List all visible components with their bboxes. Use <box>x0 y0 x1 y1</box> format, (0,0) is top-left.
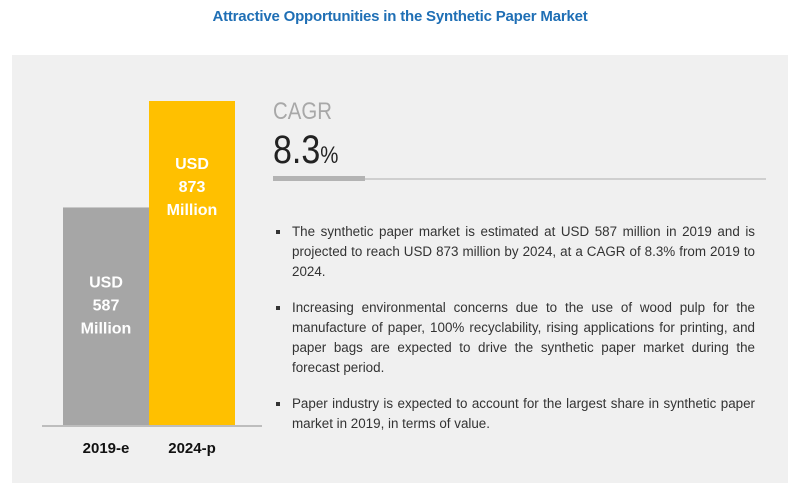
x-tick-label: 2024-p <box>168 440 216 457</box>
key-findings-list: The synthetic paper market is estimated … <box>275 222 755 450</box>
page-title: Attractive Opportunities in the Syntheti… <box>212 8 588 25</box>
bullet-item: The synthetic paper market is estimated … <box>275 222 755 282</box>
cagr-number: 8.3 <box>273 128 321 172</box>
cagr-label: CAGR <box>273 98 332 125</box>
cagr-value: 8.3% <box>273 128 338 173</box>
bar-2024-p <box>149 101 235 426</box>
bar-data-label: Million <box>167 202 218 219</box>
bullet-item: Paper industry is expected to account fo… <box>275 394 755 434</box>
bar-data-label: 587 <box>93 297 120 314</box>
cagr-unit: % <box>320 142 339 169</box>
bullet-item: Increasing environmental concerns due to… <box>275 298 755 378</box>
bar-data-label: USD <box>175 156 209 173</box>
divider-accent <box>273 176 365 181</box>
bar-2019-e <box>63 207 149 426</box>
divider <box>273 178 766 180</box>
bar-data-label: Million <box>81 320 132 337</box>
x-tick-label: 2019-e <box>83 440 130 457</box>
bar-data-label: 873 <box>179 179 206 196</box>
bar-data-label: USD <box>89 274 123 291</box>
